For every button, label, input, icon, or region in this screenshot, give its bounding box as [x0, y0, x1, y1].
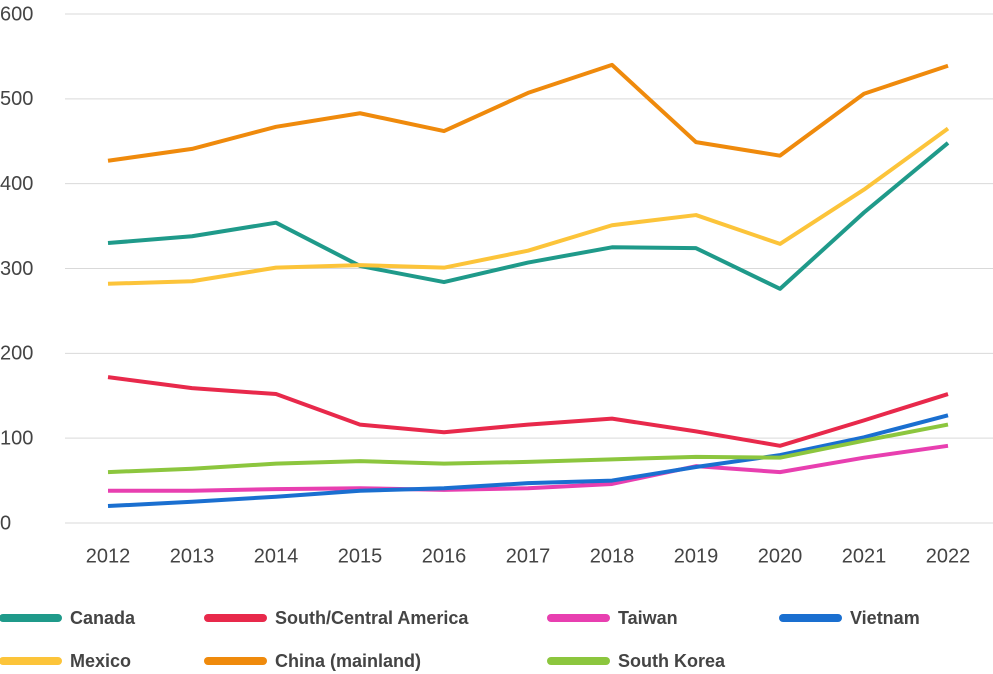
y-tick-label: 0: [0, 512, 11, 534]
x-tick-label: 2013: [170, 545, 215, 567]
x-tick-label: 2019: [674, 545, 719, 567]
x-tick-label: 2012: [86, 545, 131, 567]
legend-label: Vietnam: [850, 608, 920, 628]
x-tick-label: 2017: [506, 545, 551, 567]
line: [107, 413, 949, 509]
x-tick-label: 2014: [254, 545, 299, 567]
x-tick-label: 2016: [422, 545, 467, 567]
y-tick-label: 600: [0, 3, 33, 25]
x-tick-label: 2022: [926, 545, 971, 567]
y-tick-label: 400: [0, 173, 33, 195]
legend-label: Taiwan: [618, 608, 678, 628]
x-tick-label: 2015: [338, 545, 383, 567]
legend-label: South/Central America: [275, 608, 469, 628]
legend-label: South Korea: [618, 651, 726, 671]
y-tick-label: 300: [0, 258, 33, 280]
line: [107, 62, 949, 163]
y-tick-label: 500: [0, 88, 33, 110]
line: [108, 443, 949, 493]
legend-label: China (mainland): [275, 651, 421, 671]
line: [107, 141, 950, 291]
legend-label: Canada: [70, 608, 136, 628]
line: [107, 375, 949, 448]
y-tick-label: 100: [0, 427, 33, 449]
x-tick-label: 2020: [758, 545, 803, 567]
line: [107, 126, 950, 286]
legend-label: Mexico: [70, 651, 131, 671]
line: [107, 422, 949, 475]
x-tick-label: 2018: [590, 545, 635, 567]
y-tick-label: 200: [0, 343, 33, 365]
x-tick-label: 2021: [842, 545, 887, 567]
